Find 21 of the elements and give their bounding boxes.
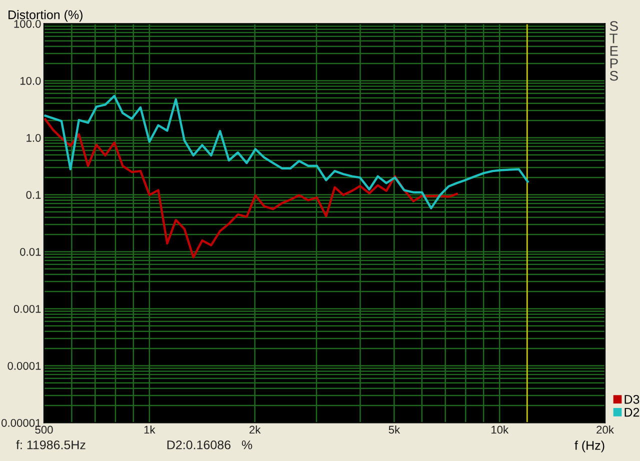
x-tick-label: 2k — [250, 425, 261, 434]
y-tick-label: 0.0001 — [8, 362, 41, 370]
x-tick-label: 10k — [491, 425, 509, 434]
text: f: 11986.5Hz — [16, 440, 86, 450]
y-tick-label: 0.01 — [20, 248, 41, 256]
text: STEPS — [610, 21, 618, 81]
x-tick-label: 20k — [596, 425, 614, 434]
x-tick-label: 5k — [388, 425, 400, 434]
y-tick-label: 0.001 — [14, 304, 41, 313]
x-tick-label: 1k — [144, 425, 156, 434]
text: D2:0.16086 % — [167, 440, 252, 450]
legend-label: D3 — [624, 394, 640, 404]
line-series — [44, 118, 458, 258]
legend-label: D2 — [624, 408, 640, 417]
y-tick-label: 0.00001 — [1, 418, 41, 427]
x-axis-title: f (Hz) — [574, 440, 604, 452]
y-tick-label: 1.0 — [26, 134, 41, 142]
y-tick-label: 0.1 — [26, 190, 41, 199]
x-tick-label: 500 — [35, 426, 53, 434]
y-tick-label: 10.0 — [20, 76, 41, 85]
y-tick-label: 100.0 — [14, 20, 41, 28]
